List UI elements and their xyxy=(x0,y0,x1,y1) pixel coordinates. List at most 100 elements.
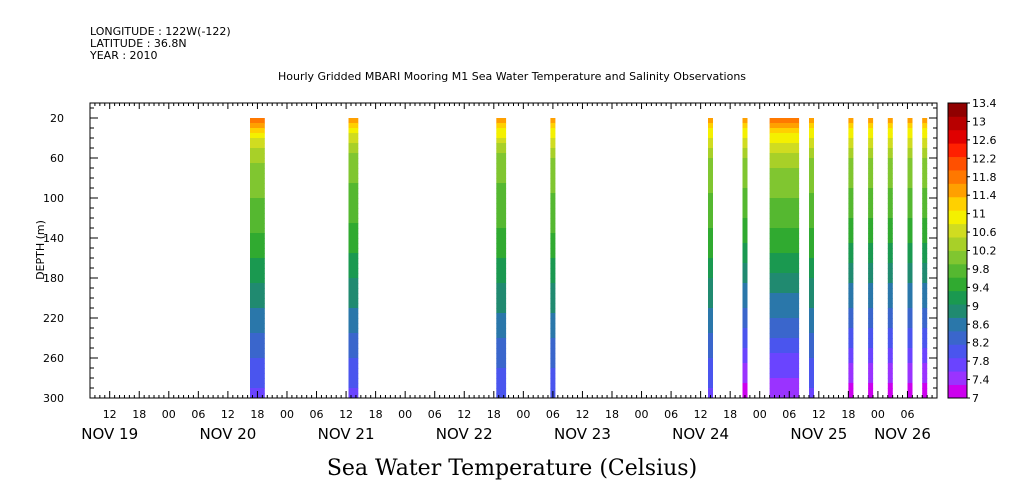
temperature-cell xyxy=(742,153,748,159)
temperature-cell xyxy=(907,378,913,384)
temperature-cell xyxy=(942,198,947,204)
temperature-cell xyxy=(250,258,265,264)
temperature-cell xyxy=(922,373,928,379)
temperature-cell xyxy=(708,238,713,244)
temperature-cell xyxy=(848,373,854,379)
temperature-cell xyxy=(742,328,748,334)
temperature-cell xyxy=(942,228,947,234)
temperature-cell xyxy=(922,213,928,219)
temperature-cell xyxy=(496,298,507,304)
colorbar-label: 8.2 xyxy=(972,337,990,350)
temperature-cell xyxy=(348,188,359,194)
temperature-cell xyxy=(348,318,359,324)
temperature-cell xyxy=(496,308,507,314)
temperature-cell xyxy=(742,228,748,234)
y-tick-label: 140 xyxy=(43,232,64,245)
temperature-cell xyxy=(922,278,928,284)
temperature-cell xyxy=(887,283,893,289)
colorbar-swatch xyxy=(948,170,967,184)
temperature-cell xyxy=(809,343,814,349)
temperature-cell xyxy=(742,208,748,214)
temperature-cell xyxy=(250,178,265,184)
temperature-cell xyxy=(809,203,814,209)
temperature-cell xyxy=(742,338,748,344)
temperature-cell xyxy=(550,288,556,294)
colorbar-label: 12.2 xyxy=(972,152,997,165)
x-hour-label: 00 xyxy=(871,408,885,421)
temperature-cell xyxy=(550,148,556,154)
temperature-cell xyxy=(250,358,265,364)
temperature-cell xyxy=(550,278,556,284)
temperature-cell xyxy=(550,308,556,314)
temperature-cell xyxy=(868,123,874,129)
temperature-cell xyxy=(848,358,854,364)
temperature-cell xyxy=(887,298,893,304)
temperature-cell xyxy=(742,163,748,169)
colorbar: 13.4 13 12.6 12.2 11.8 11.4 11 10.6 10.2 9.8 9.4 9 8… xyxy=(947,97,997,405)
temperature-cell xyxy=(942,253,947,259)
temperature-cell xyxy=(348,118,359,124)
temperature-cell xyxy=(887,233,893,239)
temperature-cell xyxy=(496,358,507,364)
temperature-cell xyxy=(907,238,913,244)
temperature-cell xyxy=(848,353,854,359)
temperature-cell xyxy=(708,363,713,369)
x-hour-label: 18 xyxy=(369,408,383,421)
temperature-cell xyxy=(907,333,913,339)
temperature-column xyxy=(868,118,874,398)
temperature-cell xyxy=(868,388,874,394)
temperature-cell xyxy=(496,143,507,149)
temperature-cell xyxy=(942,153,947,159)
temperature-cell xyxy=(942,338,947,344)
x-hour-label: 12 xyxy=(457,408,471,421)
temperature-cell xyxy=(848,338,854,344)
temperature-cell xyxy=(250,188,265,194)
temperature-cell xyxy=(250,153,265,159)
temperature-cell xyxy=(848,178,854,184)
temperature-cell xyxy=(348,308,359,314)
colorbar-swatch xyxy=(948,210,967,225)
temperature-cell xyxy=(848,208,854,214)
temperature-cell xyxy=(887,118,893,124)
temperature-cell xyxy=(887,263,893,269)
temperature-cell xyxy=(907,293,913,299)
temperature-cell xyxy=(742,253,748,259)
temperature-cell xyxy=(848,388,854,394)
temperature-cell xyxy=(942,288,947,294)
temperature-cell xyxy=(922,253,928,259)
temperature-cell xyxy=(769,313,800,319)
temperature-cell xyxy=(708,218,713,224)
temperature-cell xyxy=(907,278,913,284)
temperature-cell xyxy=(769,323,800,329)
temperature-cell xyxy=(809,173,814,179)
temperature-cell xyxy=(250,273,265,279)
temperature-cell xyxy=(907,203,913,209)
temperature-cell xyxy=(769,363,800,369)
temperature-cell xyxy=(942,208,947,214)
temperature-cell xyxy=(942,118,947,124)
temperature-cell xyxy=(250,193,265,199)
temperature-cell xyxy=(550,343,556,349)
temperature-cell xyxy=(742,198,748,204)
temperature-cell xyxy=(496,243,507,249)
temperature-cell xyxy=(922,123,928,129)
temperature-cell xyxy=(907,198,913,204)
colorbar-label: 9.4 xyxy=(972,281,990,294)
temperature-cell xyxy=(848,303,854,309)
temperature-cell xyxy=(250,183,265,189)
temperature-cell xyxy=(348,373,359,379)
temperature-cell xyxy=(868,158,874,164)
temperature-cell xyxy=(742,308,748,314)
temperature-cell xyxy=(922,288,928,294)
temperature-cell xyxy=(942,163,947,169)
temperature-cell xyxy=(868,148,874,154)
temperature-cell xyxy=(922,223,928,229)
colorbar-swatch xyxy=(948,357,967,372)
temperature-cell xyxy=(250,123,265,129)
temperature-cell xyxy=(742,273,748,279)
x-hour-label: 00 xyxy=(280,408,294,421)
colorbar-label: 8.6 xyxy=(972,318,990,331)
temperature-cell xyxy=(868,118,874,124)
temperature-cell xyxy=(348,153,359,159)
temperature-cell xyxy=(496,328,507,334)
